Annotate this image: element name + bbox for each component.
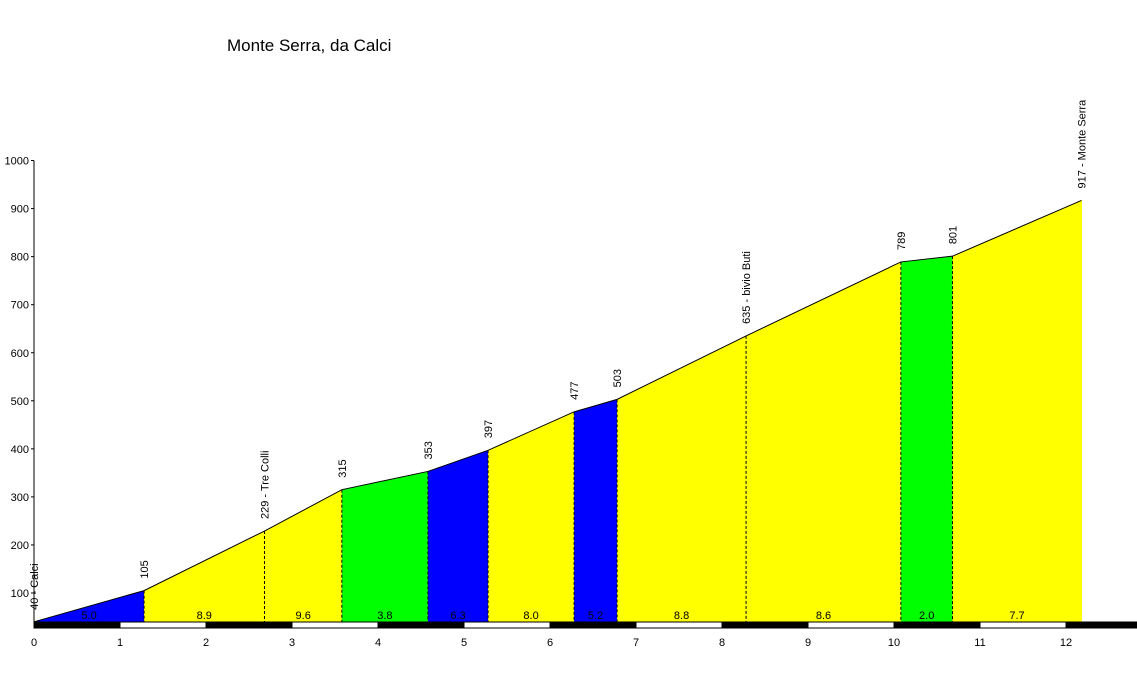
altitude-label: 635 - bivio Buti [741, 251, 753, 324]
gradient-label: 5.0 [81, 610, 96, 622]
altitude-label: 477 [569, 381, 581, 399]
y-axis: 100 200 300 400 500 600 700 800 900 1000 [5, 156, 35, 622]
y-tick-label: 1000 [5, 156, 29, 168]
ruler-bar [807, 621, 895, 629]
gradient-label: 6.3 [450, 610, 465, 622]
x-tick-label: 10 [888, 637, 900, 649]
gradient-area-7 [574, 399, 618, 622]
distance-ruler [33, 621, 1137, 629]
x-tick-label: 3 [289, 637, 295, 649]
gradient-label: 5.2 [588, 610, 603, 622]
x-tick-label: 0 [31, 637, 37, 649]
ruler-bar [635, 621, 723, 629]
x-axis: 0 1 2 3 4 5 6 7 8 9 10 11 12 [31, 637, 1072, 649]
profile-line [33, 199, 1082, 623]
gradient-area-9 [746, 261, 901, 622]
altitude-label: 315 [337, 459, 349, 477]
y-tick-label: 300 [11, 492, 29, 504]
ruler-bar [377, 621, 465, 629]
ruler-bar [463, 621, 551, 629]
gradient-area-11 [952, 200, 1082, 622]
ruler-bar [119, 621, 207, 629]
y-tick-label: 200 [11, 540, 29, 552]
ruler-bar [549, 621, 637, 629]
gradient-label: 3.8 [377, 610, 392, 622]
ruler-bar [205, 621, 293, 629]
altitude-label: 503 [612, 369, 624, 387]
altitude-label: 229 - Tre Colli [259, 451, 271, 519]
gradient-label: 2.0 [919, 610, 934, 622]
ruler-bar [33, 621, 121, 629]
gradient-area-6 [488, 411, 575, 622]
altitude-label: 397 [483, 420, 495, 438]
x-tick-label: 8 [719, 637, 725, 649]
y-tick-label: 400 [11, 444, 29, 456]
altitude-labels: 40 - Calci 105 229 - Tre Colli 315 353 397 477… [29, 99, 1088, 610]
chart-title: Monte Serra, da Calci [227, 36, 391, 55]
gradient-labels: 5.0 8.9 9.6 3.8 6.3 8.0 5.2 8.8 8.6 2.0 7.7 [81, 610, 1024, 622]
y-tick-label: 900 [11, 204, 29, 216]
altitude-label: 40 - Calci [29, 563, 41, 609]
x-tick-label: 11 [974, 637, 985, 649]
gradient-area-4 [341, 471, 428, 622]
ruler-bar [721, 621, 809, 629]
x-tick-label: 6 [547, 637, 553, 649]
gradient-area-2 [144, 531, 265, 622]
x-tick-label: 9 [805, 637, 811, 649]
y-tick-label: 500 [11, 396, 29, 408]
gradient-label: 8.0 [523, 610, 538, 622]
altitude-label: 353 [423, 441, 435, 459]
gradient-areas [34, 200, 1082, 622]
ruler-bar [291, 621, 379, 629]
altitude-label: 801 [947, 226, 959, 244]
ruler-bar [979, 621, 1067, 629]
x-tick-label: 12 [1060, 637, 1072, 649]
x-tick-label: 4 [375, 637, 381, 649]
y-tick-label: 800 [11, 252, 29, 264]
x-tick-label: 5 [461, 637, 467, 649]
gradient-label: 7.7 [1009, 610, 1024, 622]
segment-dividers [143, 200, 1082, 622]
gradient-label: 8.9 [197, 610, 212, 622]
ruler-bar [893, 621, 981, 629]
gradient-area-3 [264, 489, 342, 622]
x-tick-label: 1 [117, 637, 123, 649]
gradient-area-8 [617, 335, 747, 622]
x-tick-label: 7 [633, 637, 639, 649]
y-tick-label: 700 [11, 300, 29, 312]
altitude-label: 917 - Monte Serra [1076, 99, 1088, 189]
y-tick-label: 600 [11, 348, 29, 360]
gradient-area-10 [900, 256, 953, 622]
gradient-label: 9.6 [296, 610, 311, 622]
y-tick-label: 100 [11, 588, 29, 600]
gradient-label: 8.6 [816, 610, 831, 622]
x-tick-label: 2 [203, 637, 209, 649]
gradient-label: 8.8 [674, 610, 689, 622]
gradient-area-5 [427, 450, 489, 622]
ruler-bar [1065, 621, 1137, 629]
altitude-label: 789 [896, 232, 908, 250]
altitude-label: 105 [139, 560, 151, 578]
